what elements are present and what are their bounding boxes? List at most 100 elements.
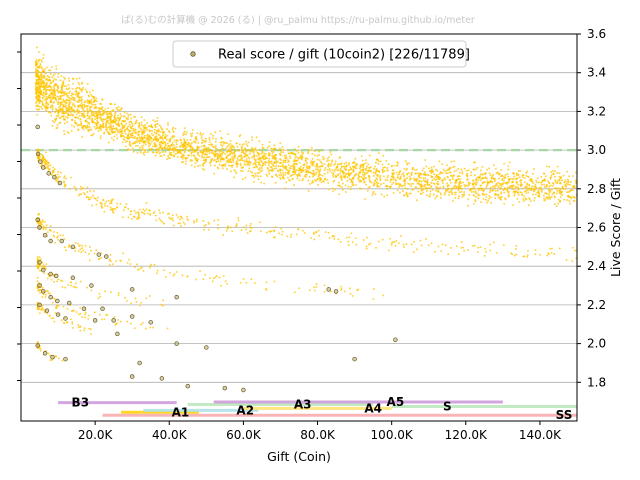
data-point — [100, 252, 103, 255]
data-point — [565, 191, 568, 193]
data-point — [382, 154, 385, 157]
data-point — [421, 169, 424, 172]
highlighted-point — [40, 165, 46, 170]
data-point — [509, 177, 512, 180]
data-point — [568, 200, 571, 202]
data-point — [474, 191, 477, 194]
data-point — [280, 227, 283, 230]
data-point — [210, 149, 212, 152]
data-point — [154, 214, 157, 217]
data-point — [214, 152, 217, 155]
data-point — [49, 354, 52, 357]
data-point — [287, 176, 289, 179]
data-point — [73, 111, 76, 114]
data-point — [313, 150, 316, 153]
data-point — [68, 102, 71, 105]
data-point — [339, 172, 342, 175]
data-point — [347, 163, 350, 166]
data-point — [182, 221, 185, 224]
data-point — [167, 130, 170, 132]
data-point — [546, 254, 549, 257]
data-point — [45, 95, 48, 98]
data-point — [82, 108, 85, 111]
data-point — [185, 160, 188, 163]
data-point — [53, 77, 56, 80]
data-point — [292, 167, 295, 170]
data-point — [255, 149, 258, 152]
data-point — [88, 198, 91, 201]
data-point — [517, 173, 520, 176]
data-point — [85, 127, 88, 130]
data-point — [194, 150, 197, 153]
data-point — [450, 246, 453, 249]
data-point — [110, 103, 113, 106]
data-point — [71, 87, 74, 90]
data-point — [129, 263, 132, 265]
data-point — [439, 192, 442, 195]
data-point — [517, 183, 520, 186]
data-point — [327, 163, 330, 166]
data-point — [112, 125, 115, 128]
data-point — [358, 175, 361, 178]
data-point — [392, 192, 395, 194]
data-point — [295, 169, 298, 172]
data-point — [563, 188, 565, 190]
data-point — [375, 181, 378, 184]
data-point — [158, 209, 161, 212]
data-point — [141, 137, 144, 140]
data-point — [483, 172, 486, 175]
data-point — [268, 157, 271, 160]
data-point — [38, 87, 41, 90]
data-point — [412, 188, 415, 191]
left-minor-ticks — [17, 51, 21, 381]
data-point — [42, 158, 45, 161]
data-point — [512, 177, 515, 180]
data-point — [140, 301, 142, 304]
data-point — [99, 113, 102, 116]
data-point — [457, 167, 460, 170]
data-point — [48, 292, 51, 295]
highlighted-point — [66, 300, 72, 306]
data-point — [35, 98, 38, 101]
data-point — [127, 137, 130, 140]
data-point — [222, 151, 225, 154]
data-point — [448, 179, 451, 182]
data-point — [419, 185, 422, 188]
data-point — [539, 188, 542, 191]
data-point — [248, 157, 251, 160]
data-point — [129, 120, 132, 123]
data-point — [310, 146, 313, 149]
data-point — [268, 160, 270, 163]
data-point — [142, 152, 145, 155]
data-point — [514, 178, 517, 181]
data-point — [316, 177, 319, 180]
data-point — [163, 131, 166, 134]
data-point — [359, 165, 362, 168]
data-point — [104, 204, 107, 207]
data-point — [461, 195, 464, 198]
data-point — [202, 150, 205, 153]
data-point — [159, 212, 162, 214]
data-point — [351, 182, 354, 185]
data-point — [146, 128, 148, 131]
data-point — [219, 160, 222, 163]
data-point — [164, 141, 167, 144]
data-point — [56, 231, 59, 234]
data-point — [122, 134, 125, 137]
data-point — [341, 171, 344, 174]
data-point — [60, 103, 63, 106]
data-point — [79, 248, 82, 251]
data-point — [49, 225, 52, 227]
data-point — [222, 234, 225, 236]
data-point — [57, 176, 60, 179]
data-point — [199, 164, 202, 167]
data-point — [138, 146, 141, 149]
data-point — [474, 168, 477, 171]
data-point — [287, 164, 290, 167]
data-point — [143, 126, 146, 129]
data-point — [127, 118, 129, 121]
data-point — [327, 181, 330, 184]
data-point — [331, 169, 334, 172]
data-point — [571, 189, 574, 192]
data-point — [271, 170, 274, 173]
